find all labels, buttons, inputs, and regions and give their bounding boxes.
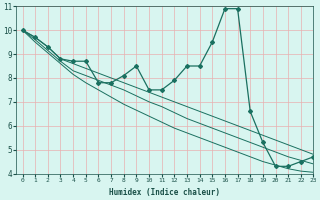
- X-axis label: Humidex (Indice chaleur): Humidex (Indice chaleur): [109, 188, 220, 197]
